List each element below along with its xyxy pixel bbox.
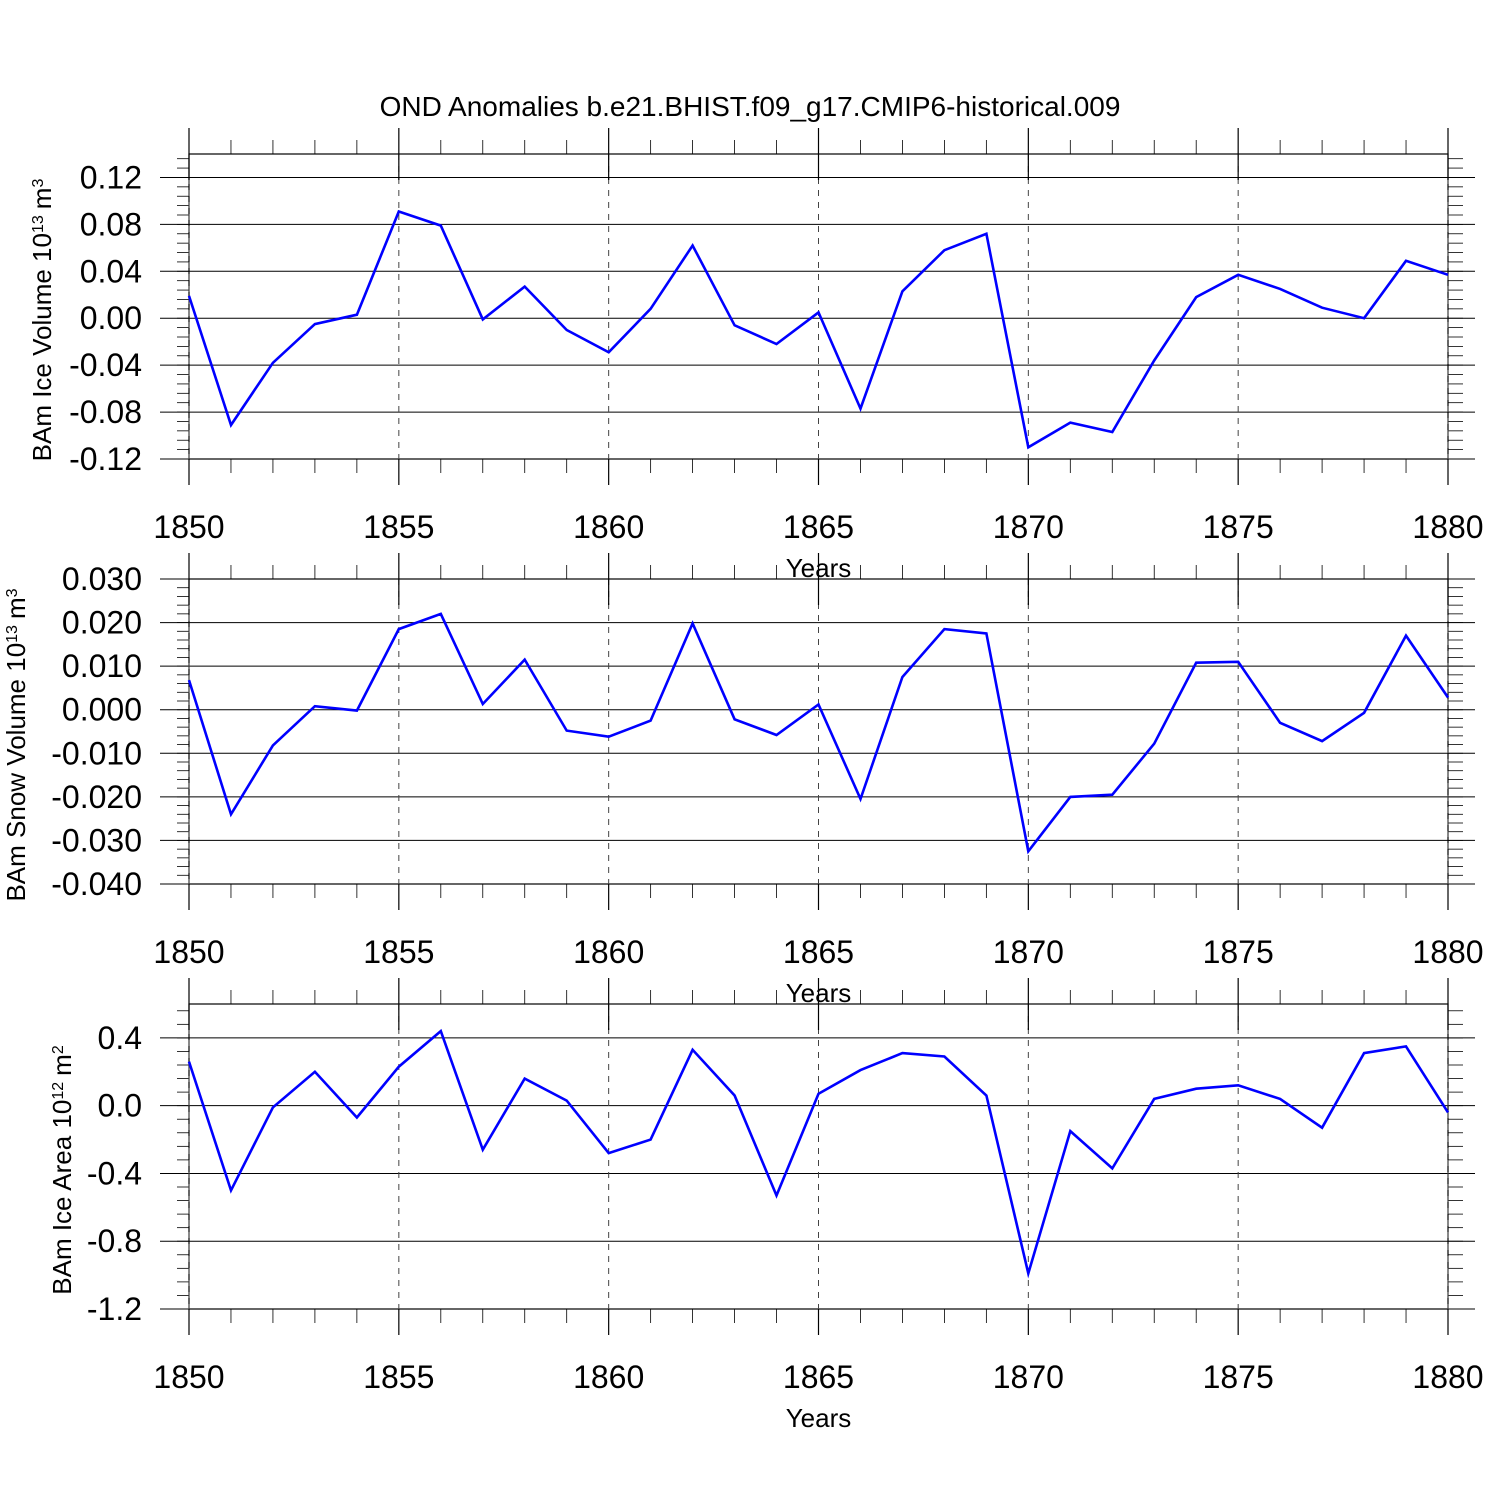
y-tick-label: 0.030 bbox=[62, 561, 142, 597]
series-line bbox=[187, 612, 1450, 855]
x-tick-label: 1860 bbox=[573, 509, 644, 545]
y-tick-label: 0.4 bbox=[98, 1020, 142, 1056]
x-tick-label: 1860 bbox=[573, 934, 644, 970]
x-tick-label: 1870 bbox=[993, 1359, 1064, 1395]
y-tick-label: -0.010 bbox=[51, 735, 142, 771]
x-tick-label: 1875 bbox=[1203, 509, 1274, 545]
x-tick-label: 1870 bbox=[993, 934, 1064, 970]
x-tick-label: 1875 bbox=[1203, 1359, 1274, 1395]
series-line bbox=[187, 1028, 1450, 1279]
x-tick-label: 1850 bbox=[153, 509, 224, 545]
y-tick-label: 0.0 bbox=[98, 1088, 142, 1124]
y-tick-label: -0.12 bbox=[69, 441, 142, 477]
x-tick-label: 1860 bbox=[573, 1359, 644, 1395]
y-tick-label: -0.040 bbox=[51, 866, 142, 902]
x-tick-label: 1855 bbox=[363, 1359, 434, 1395]
y-axis-label-unit-exp: 3 bbox=[4, 588, 21, 597]
panels: 0.12 0.08 0.04 0.00 -0.04 -0.08 -0.12 1850 1855 1… bbox=[1, 128, 1484, 1433]
plot-frame bbox=[188, 578, 1449, 885]
x-axis-label: Years bbox=[786, 1403, 852, 1433]
y-tick-label: -0.030 bbox=[51, 822, 142, 858]
x-tick-label: 1880 bbox=[1412, 509, 1483, 545]
y-axis-label-exp: 13 bbox=[4, 625, 21, 643]
y-axis-label-unit: m bbox=[1, 597, 31, 619]
plot-frame bbox=[188, 1003, 1449, 1310]
y-axis-label: BAm Ice Area 1012 m2 bbox=[47, 1045, 77, 1295]
y-axis-label-unit: m bbox=[47, 1054, 77, 1076]
x-tick-label: 1850 bbox=[153, 1359, 224, 1395]
y-axis-label: BAm Ice Volume 1013 m3 bbox=[27, 179, 57, 462]
y-tick-label: -1.2 bbox=[87, 1291, 142, 1327]
series-line bbox=[187, 209, 1449, 450]
x-tick-label: 1875 bbox=[1203, 934, 1274, 970]
x-tick-label: 1855 bbox=[363, 509, 434, 545]
chart-title: OND Anomalies b.e21.BHIST.f09_g17.CMIP6-… bbox=[380, 91, 1121, 122]
y-tick-label: -0.04 bbox=[69, 347, 142, 383]
y-axis-label-unit-exp: 3 bbox=[30, 179, 47, 188]
panel-2: 0.030 0.020 0.010 0.000 -0.010 -0.020 -0.030 -0… bbox=[1, 553, 1484, 1008]
y-tick-label: 0.08 bbox=[80, 206, 142, 242]
y-tick-label: -0.08 bbox=[69, 394, 142, 430]
y-axis-label-unit: m bbox=[27, 188, 57, 210]
y-tick-label: 0.010 bbox=[62, 648, 142, 684]
plot-frame bbox=[188, 153, 1449, 460]
y-axis-label-main: BAm Ice Volume 10 bbox=[27, 233, 57, 461]
y-tick-label: 0.04 bbox=[80, 253, 142, 289]
panel-1: 0.12 0.08 0.04 0.00 -0.04 -0.08 -0.12 1850 1855 1… bbox=[27, 128, 1484, 583]
y-tick-label: -0.8 bbox=[87, 1223, 142, 1259]
x-tick-label: 1850 bbox=[153, 934, 224, 970]
y-axis-label-exp: 12 bbox=[50, 1082, 67, 1100]
x-tick-label: 1870 bbox=[993, 509, 1064, 545]
x-tick-label: 1880 bbox=[1412, 1359, 1483, 1395]
y-tick-label: 0.12 bbox=[80, 159, 142, 195]
x-tick-label: 1865 bbox=[783, 934, 854, 970]
y-tick-label: -0.4 bbox=[87, 1155, 142, 1191]
x-tick-label: 1855 bbox=[363, 934, 434, 970]
x-tick-label: 1865 bbox=[783, 509, 854, 545]
y-tick-label: 0.020 bbox=[62, 605, 142, 641]
y-axis-label-main: BAm Ice Area 10 bbox=[47, 1100, 77, 1295]
y-axis-label-unit-exp: 2 bbox=[50, 1045, 67, 1054]
y-axis-label-main: BAm Snow Volume 10 bbox=[1, 643, 31, 902]
x-tick-label: 1865 bbox=[783, 1359, 854, 1395]
panel-3: 0.4 0.0 -0.4 -0.8 -1.2 1850 1855 1860 1865 1870 18… bbox=[47, 978, 1484, 1433]
x-tick-label: 1880 bbox=[1412, 934, 1483, 970]
y-axis-label-exp: 13 bbox=[30, 215, 47, 233]
y-tick-label: 0.00 bbox=[80, 300, 142, 336]
y-tick-label: 0.000 bbox=[62, 692, 142, 728]
y-axis-label: BAm Snow Volume 1013 m3 bbox=[1, 588, 31, 901]
y-tick-label: -0.020 bbox=[51, 779, 142, 815]
